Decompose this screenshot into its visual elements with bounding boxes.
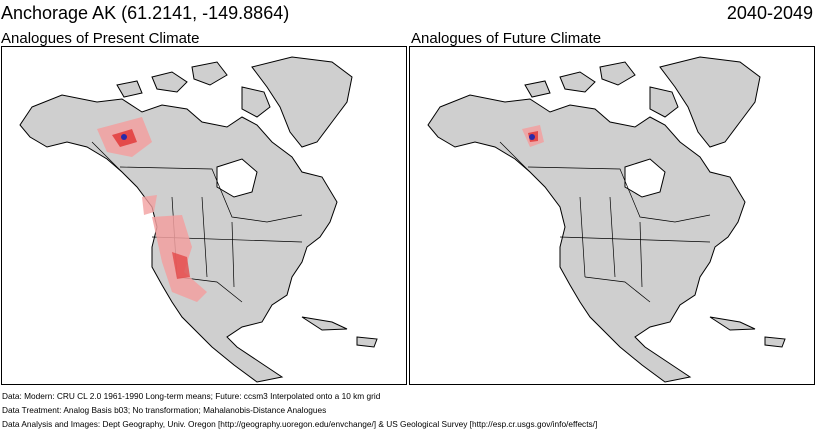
time-period: 2040-2049 — [726, 3, 813, 23]
hudson-bay — [216, 158, 258, 198]
north-america-land — [427, 56, 786, 383]
note-treatment: Data Treatment: Analog Basis b03; No tra… — [2, 405, 327, 415]
map-title: Anchorage AK (61.2141, -149.8864) — [1, 3, 290, 23]
analog-areas-present — [97, 117, 207, 302]
panel-title-present: Analogues of Present Climate — [1, 30, 200, 47]
note-credits: Data Analysis and Images: Dept Geography… — [2, 419, 598, 429]
north-america-land — [19, 56, 378, 383]
map-panel-present — [1, 46, 407, 385]
note-data: Data: Modern: CRU CL 2.0 1961-1990 Long-… — [2, 391, 381, 401]
panel-title-future: Analogues of Future Climate — [411, 30, 602, 47]
site-marker — [121, 134, 127, 140]
site-marker — [529, 134, 535, 140]
hudson-bay — [624, 158, 666, 198]
analog-areas-future — [522, 125, 544, 147]
map-panel-future — [409, 46, 815, 385]
political-borders — [499, 141, 711, 303]
data-notes: Data: Modern: CRU CL 2.0 1961-1990 Long-… — [2, 389, 597, 431]
